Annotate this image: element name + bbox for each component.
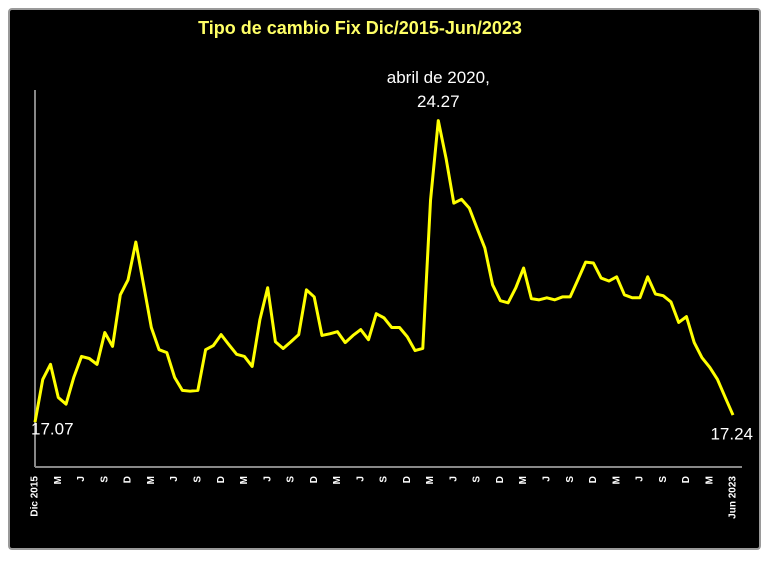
- x-tick-label: D: [123, 476, 134, 483]
- x-tick-label: J: [355, 476, 366, 482]
- data-label: 17.07: [31, 420, 74, 439]
- x-tick-label: J: [76, 476, 87, 482]
- x-tick-label: M: [611, 476, 622, 484]
- x-tick-label: S: [658, 476, 669, 483]
- x-tick-label: J: [542, 476, 553, 482]
- chart-title: Tipo de cambio Fix Dic/2015-Jun/2023: [198, 18, 522, 38]
- x-tick-label: J: [262, 476, 273, 482]
- x-tick-label: D: [216, 476, 227, 483]
- x-tick-label: Jun 2023: [728, 476, 739, 519]
- x-tick-label: M: [425, 476, 436, 484]
- x-tick-label: S: [286, 476, 297, 483]
- annotation: abril de 2020,: [387, 68, 490, 87]
- x-tick-label: M: [332, 476, 343, 484]
- x-tick-label: D: [588, 476, 599, 483]
- x-tick-label: D: [495, 476, 506, 483]
- x-tick-label: M: [53, 476, 64, 484]
- x-tick-label: S: [379, 476, 390, 483]
- x-tick-label: M: [704, 476, 715, 484]
- x-tick-label: D: [402, 476, 413, 483]
- x-tick-label: S: [472, 476, 483, 483]
- line: [33, 119, 735, 423]
- x-tick-label: D: [309, 476, 320, 483]
- x-tick-label: M: [146, 476, 157, 484]
- x-tick-label: J: [635, 476, 646, 482]
- x-tick-label: S: [193, 476, 204, 483]
- data-label: 17.24: [710, 425, 753, 444]
- x-tick-label: M: [239, 476, 250, 484]
- x-tick-label: S: [99, 476, 110, 483]
- data-label: 24.27: [417, 92, 460, 111]
- x-tick-label: J: [169, 476, 180, 482]
- chart-frame: [8, 8, 761, 550]
- x-tick-label: J: [448, 476, 459, 482]
- x-tick-label: S: [565, 476, 576, 483]
- x-tick-label: M: [518, 476, 529, 484]
- x-tick-label: D: [681, 476, 692, 483]
- x-tick-label: Dic 2015: [30, 476, 41, 517]
